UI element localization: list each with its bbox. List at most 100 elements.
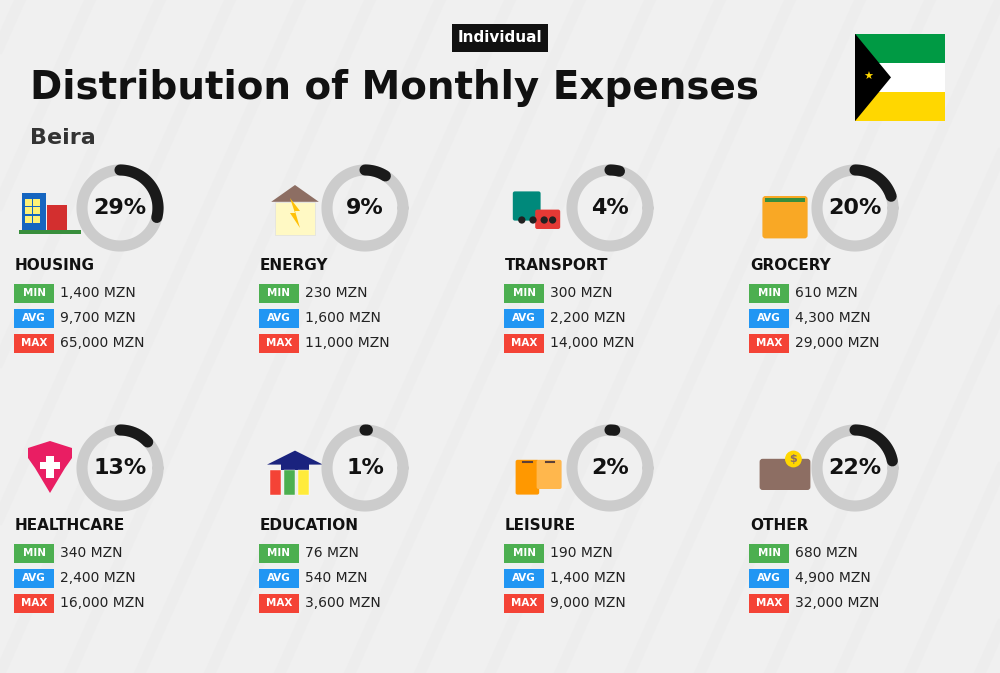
FancyBboxPatch shape	[33, 199, 40, 206]
Text: MAX: MAX	[266, 598, 292, 608]
Text: 230 MZN: 230 MZN	[305, 286, 368, 300]
FancyBboxPatch shape	[40, 462, 60, 469]
Text: Individual: Individual	[458, 30, 542, 46]
FancyBboxPatch shape	[504, 309, 544, 328]
Text: 9%: 9%	[346, 198, 384, 218]
Text: HEALTHCARE: HEALTHCARE	[15, 518, 125, 532]
Text: 1%: 1%	[346, 458, 384, 478]
Text: EDUCATION: EDUCATION	[260, 518, 359, 532]
FancyBboxPatch shape	[33, 215, 40, 223]
FancyBboxPatch shape	[504, 544, 544, 563]
Polygon shape	[28, 441, 72, 493]
FancyBboxPatch shape	[855, 92, 945, 121]
Text: 11,000 MZN: 11,000 MZN	[305, 336, 390, 350]
FancyBboxPatch shape	[259, 544, 299, 563]
Text: MAX: MAX	[21, 338, 47, 348]
Text: TRANSPORT: TRANSPORT	[505, 258, 608, 273]
FancyBboxPatch shape	[284, 470, 295, 495]
Text: $: $	[790, 454, 797, 464]
FancyBboxPatch shape	[270, 470, 281, 495]
FancyBboxPatch shape	[504, 284, 544, 303]
Text: 76 MZN: 76 MZN	[305, 546, 359, 560]
FancyBboxPatch shape	[25, 215, 32, 223]
FancyBboxPatch shape	[275, 202, 315, 236]
Polygon shape	[267, 451, 323, 464]
FancyBboxPatch shape	[760, 459, 810, 490]
Text: 540 MZN: 540 MZN	[305, 571, 368, 585]
Text: 2,400 MZN: 2,400 MZN	[60, 571, 136, 585]
FancyBboxPatch shape	[14, 309, 54, 328]
FancyBboxPatch shape	[46, 456, 54, 478]
Text: LEISURE: LEISURE	[505, 518, 576, 532]
Text: MAX: MAX	[756, 598, 782, 608]
FancyBboxPatch shape	[14, 594, 54, 613]
Polygon shape	[855, 34, 891, 121]
Text: 3,600 MZN: 3,600 MZN	[305, 596, 381, 610]
Text: MAX: MAX	[511, 338, 537, 348]
FancyBboxPatch shape	[259, 594, 299, 613]
Text: 4,900 MZN: 4,900 MZN	[795, 571, 871, 585]
Text: MAX: MAX	[511, 598, 537, 608]
FancyBboxPatch shape	[19, 229, 81, 234]
Text: MAX: MAX	[266, 338, 292, 348]
FancyBboxPatch shape	[535, 209, 560, 229]
Text: AVG: AVG	[512, 313, 536, 323]
Text: 1,600 MZN: 1,600 MZN	[305, 311, 381, 325]
Text: 4,300 MZN: 4,300 MZN	[795, 311, 871, 325]
Text: 190 MZN: 190 MZN	[550, 546, 613, 560]
FancyBboxPatch shape	[14, 544, 54, 563]
FancyBboxPatch shape	[14, 284, 54, 303]
FancyBboxPatch shape	[14, 334, 54, 353]
FancyBboxPatch shape	[281, 463, 309, 470]
FancyBboxPatch shape	[33, 207, 40, 214]
Text: 9,000 MZN: 9,000 MZN	[550, 596, 626, 610]
Text: ENERGY: ENERGY	[260, 258, 328, 273]
Text: MIN: MIN	[758, 548, 781, 558]
FancyBboxPatch shape	[25, 199, 32, 206]
Text: MIN: MIN	[268, 548, 290, 558]
Text: 610 MZN: 610 MZN	[795, 286, 858, 300]
Circle shape	[541, 216, 548, 223]
Text: HOUSING: HOUSING	[15, 258, 95, 273]
FancyBboxPatch shape	[749, 544, 789, 563]
FancyBboxPatch shape	[259, 284, 299, 303]
Text: AVG: AVG	[267, 573, 291, 583]
Text: 16,000 MZN: 16,000 MZN	[60, 596, 145, 610]
FancyBboxPatch shape	[47, 205, 67, 233]
FancyBboxPatch shape	[749, 334, 789, 353]
FancyBboxPatch shape	[749, 594, 789, 613]
FancyBboxPatch shape	[537, 460, 562, 489]
Text: 13%: 13%	[93, 458, 147, 478]
Text: AVG: AVG	[757, 573, 781, 583]
Polygon shape	[290, 198, 300, 228]
Text: 29,000 MZN: 29,000 MZN	[795, 336, 880, 350]
Text: 29%: 29%	[93, 198, 147, 218]
Text: MIN: MIN	[22, 288, 46, 298]
FancyBboxPatch shape	[749, 309, 789, 328]
Text: MAX: MAX	[756, 338, 782, 348]
Text: 2%: 2%	[591, 458, 629, 478]
Text: MIN: MIN	[758, 288, 781, 298]
FancyBboxPatch shape	[749, 284, 789, 303]
FancyBboxPatch shape	[516, 460, 539, 495]
FancyBboxPatch shape	[504, 569, 544, 588]
Text: 4%: 4%	[591, 198, 629, 218]
Circle shape	[518, 216, 525, 223]
Text: 1,400 MZN: 1,400 MZN	[550, 571, 626, 585]
Text: 1,400 MZN: 1,400 MZN	[60, 286, 136, 300]
Text: AVG: AVG	[22, 573, 46, 583]
Text: MIN: MIN	[22, 548, 46, 558]
FancyBboxPatch shape	[504, 334, 544, 353]
FancyBboxPatch shape	[22, 193, 46, 233]
Text: ★: ★	[864, 73, 874, 82]
Text: 22%: 22%	[828, 458, 882, 478]
FancyBboxPatch shape	[259, 569, 299, 588]
Text: MIN: MIN	[513, 288, 536, 298]
Text: AVG: AVG	[757, 313, 781, 323]
Circle shape	[529, 216, 537, 223]
FancyBboxPatch shape	[14, 569, 54, 588]
FancyBboxPatch shape	[765, 198, 805, 202]
FancyBboxPatch shape	[25, 207, 32, 214]
FancyBboxPatch shape	[855, 63, 945, 92]
FancyBboxPatch shape	[855, 34, 945, 63]
